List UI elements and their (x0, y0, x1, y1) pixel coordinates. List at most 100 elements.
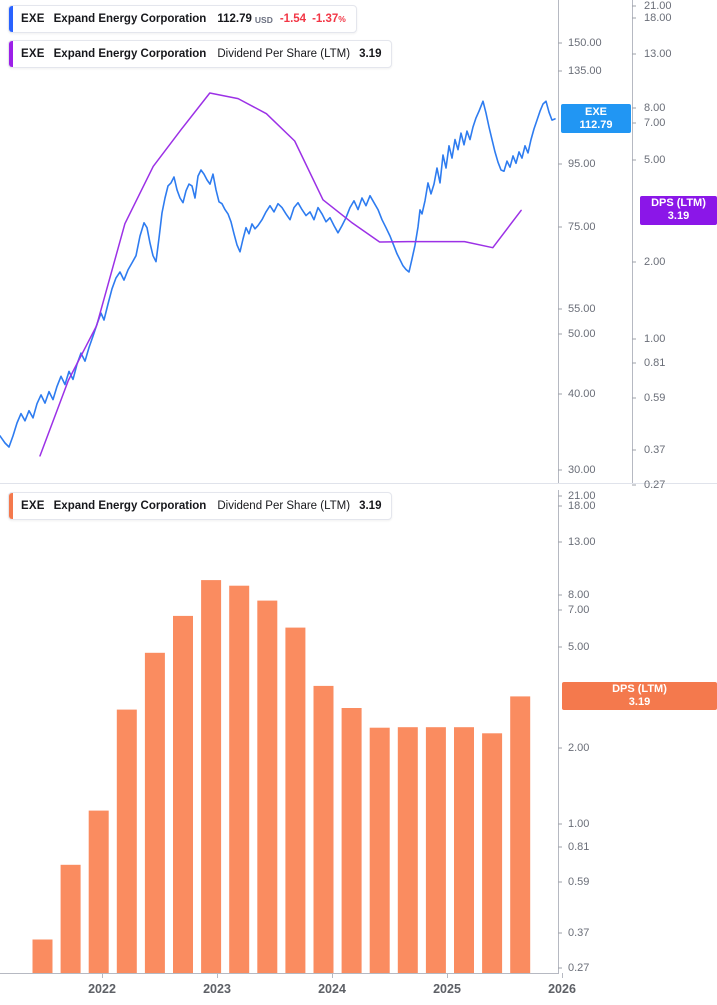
year-label: 2026 (548, 982, 576, 996)
panel-divider[interactable] (0, 483, 717, 484)
axis-tick-label: 0.27 (644, 478, 666, 491)
dividend-bar[interactable] (60, 864, 81, 973)
axis-tick-label: 8.00 (644, 102, 666, 115)
year-tick-mark (562, 973, 563, 978)
axis-tick-label: 150.00 (568, 37, 602, 50)
dps-series-color-bar (9, 41, 13, 67)
year-tick-mark (447, 973, 448, 978)
axis-tick-label: 8.00 (568, 589, 590, 602)
dividend-series-legend[interactable]: EXE Expand Energy Corporation Dividend P… (8, 492, 393, 520)
dividend-bar[interactable] (229, 585, 250, 973)
axis-tick-label: 7.00 (568, 603, 590, 616)
axis-tick-mark (558, 226, 562, 228)
axis-tick-label: 21.00 (644, 0, 672, 12)
dividend-bar[interactable] (88, 810, 109, 973)
axis-tick-mark (558, 469, 562, 471)
year-label: 2024 (318, 982, 346, 996)
dividend-bar[interactable] (454, 727, 474, 973)
price-axis-line (558, 0, 559, 483)
axis-tick-label: 2.00 (568, 741, 590, 754)
axis-tick-mark (632, 261, 636, 263)
price-line-series[interactable] (0, 100, 556, 448)
axis-tick-mark (558, 70, 562, 72)
price-change-percent: -1.37% (312, 13, 346, 25)
dividend-bar[interactable] (369, 727, 390, 973)
price-series-legend[interactable]: EXE Expand Energy Corporation 112.79 USD… (8, 5, 357, 33)
price-change-value: -1.54 (279, 13, 307, 25)
axis-tick-label: 40.00 (568, 387, 596, 400)
dps-line-series[interactable] (39, 92, 522, 457)
axis-tick-mark (558, 333, 562, 335)
indicator-name-label: Dividend Per Share (LTM) (217, 48, 351, 60)
indicator-name-label: Dividend Per Share (LTM) (217, 500, 351, 512)
axis-tick-mark (632, 17, 636, 19)
axis-tick-mark (632, 5, 636, 7)
axis-tick-mark (632, 338, 636, 340)
axis-tick-label: 13.00 (568, 535, 596, 548)
axis-tick-label: 7.00 (644, 117, 666, 130)
axis-tick-label: 2.00 (644, 256, 666, 269)
dividend-bar[interactable] (257, 600, 278, 973)
axis-tick-mark (558, 846, 562, 848)
axis-tick-mark (558, 541, 562, 543)
year-tick-mark (217, 973, 218, 978)
dps-value-axis-badge: DPS (LTM) 3.19 (640, 195, 717, 225)
axis-tick-label: 21.00 (568, 490, 596, 502)
dividend-series-color-bar (9, 493, 13, 519)
axis-tick-label: 0.59 (644, 391, 666, 404)
dividend-bar[interactable] (116, 709, 137, 973)
price-series-color-bar (9, 6, 13, 32)
axis-tick-mark (632, 122, 636, 124)
axis-tick-label: 0.37 (568, 927, 590, 940)
axis-tick-label: 0.27 (568, 962, 590, 975)
axis-tick-label: 55.00 (568, 303, 596, 316)
axis-tick-label: 50.00 (568, 328, 596, 341)
symbol-label: EXE (21, 500, 45, 512)
dps-overlay-legend[interactable]: EXE Expand Energy Corporation Dividend P… (8, 40, 393, 68)
axis-tick-mark (558, 609, 562, 611)
dividend-chart-canvas[interactable] (0, 483, 717, 1005)
axis-tick-mark (558, 163, 562, 165)
axis-tick-label: 135.00 (568, 65, 602, 78)
axis-tick-mark (558, 495, 562, 497)
axis-tick-mark (558, 932, 562, 934)
axis-tick-label: 18.00 (644, 12, 672, 25)
axis-tick-label: 5.00 (644, 154, 666, 167)
dividend-bar[interactable] (32, 939, 53, 974)
last-price-value: 112.79 (217, 13, 252, 25)
axis-tick-mark (558, 594, 562, 596)
axis-tick-mark (558, 42, 562, 44)
dividend-bar[interactable] (482, 733, 503, 973)
dividend-bar[interactable] (397, 727, 418, 973)
axis-tick-label: 30.00 (568, 463, 596, 476)
axis-tick-mark (558, 393, 562, 395)
axis-tick-mark (558, 967, 562, 969)
dividend-axis-line (558, 490, 559, 973)
dividend-bar[interactable] (341, 708, 362, 973)
axis-tick-mark (558, 505, 562, 507)
dividend-bar[interactable] (425, 727, 446, 973)
last-price-axis-badge: EXE 112.79 (561, 104, 631, 134)
company-name-label: Expand Energy Corporation (53, 48, 207, 60)
dividend-bar[interactable] (285, 627, 306, 973)
symbol-label: EXE (21, 13, 45, 25)
currency-label: USD (254, 15, 273, 25)
year-tick-mark (332, 973, 333, 978)
dividend-bar[interactable] (173, 615, 193, 973)
indicator-value: 3.19 (359, 48, 382, 60)
company-name-label: Expand Energy Corporation (53, 500, 207, 512)
dividend-bar[interactable] (201, 580, 222, 973)
axis-tick-label: 0.59 (568, 876, 590, 889)
axis-tick-label: 0.81 (644, 356, 666, 369)
time-axis-line (0, 973, 559, 974)
dividend-bar[interactable] (144, 652, 165, 973)
axis-tick-mark (632, 159, 636, 161)
axis-tick-label: 0.81 (568, 841, 590, 854)
indicator-value: 3.19 (359, 500, 382, 512)
axis-tick-label: 13.00 (644, 48, 672, 61)
dividend-bar[interactable] (313, 685, 334, 973)
company-name-label: Expand Energy Corporation (53, 13, 207, 25)
dividend-bar[interactable] (510, 696, 531, 973)
axis-tick-mark (558, 747, 562, 749)
price-chart-canvas[interactable] (0, 0, 717, 483)
